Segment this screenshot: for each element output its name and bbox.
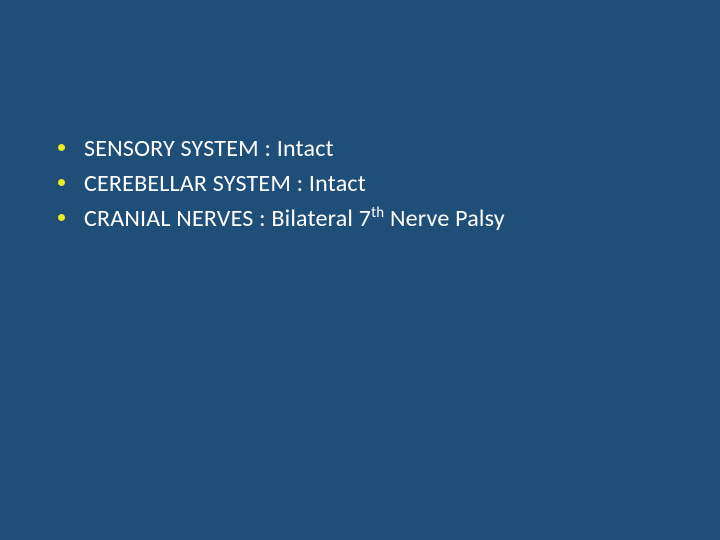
bullet-icon: [58, 214, 65, 221]
list-item: CRANIAL NERVES : Bilateral 7th Nerve Pal…: [54, 202, 720, 237]
slide: SENSORY SYSTEM : Intact CEREBELLAR SYSTE…: [0, 0, 720, 540]
bullet-list: SENSORY SYSTEM : Intact CEREBELLAR SYSTE…: [54, 132, 720, 236]
bullet-text-pre: CEREBELLAR SYSTEM : Intact: [84, 169, 366, 198]
list-item: SENSORY SYSTEM : Intact: [54, 132, 720, 167]
bullet-text-post: Nerve Palsy: [384, 204, 505, 233]
bullet-text-pre: CRANIAL NERVES : Bilateral 7: [84, 204, 371, 233]
bullet-icon: [58, 144, 65, 151]
bullet-text-sup: th: [371, 203, 384, 221]
bullet-text-pre: SENSORY SYSTEM : Intact: [84, 134, 334, 163]
bullet-icon: [58, 179, 65, 186]
list-item: CEREBELLAR SYSTEM : Intact: [54, 167, 720, 202]
